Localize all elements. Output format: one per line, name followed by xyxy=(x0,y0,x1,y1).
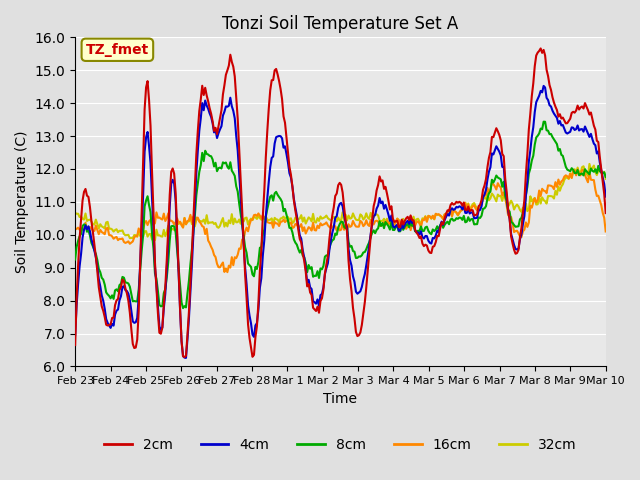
Y-axis label: Soil Temperature (C): Soil Temperature (C) xyxy=(15,131,29,273)
Legend: 2cm, 4cm, 8cm, 16cm, 32cm: 2cm, 4cm, 8cm, 16cm, 32cm xyxy=(99,432,582,458)
Text: TZ_fmet: TZ_fmet xyxy=(86,43,149,57)
Title: Tonzi Soil Temperature Set A: Tonzi Soil Temperature Set A xyxy=(222,15,458,33)
X-axis label: Time: Time xyxy=(323,392,357,406)
